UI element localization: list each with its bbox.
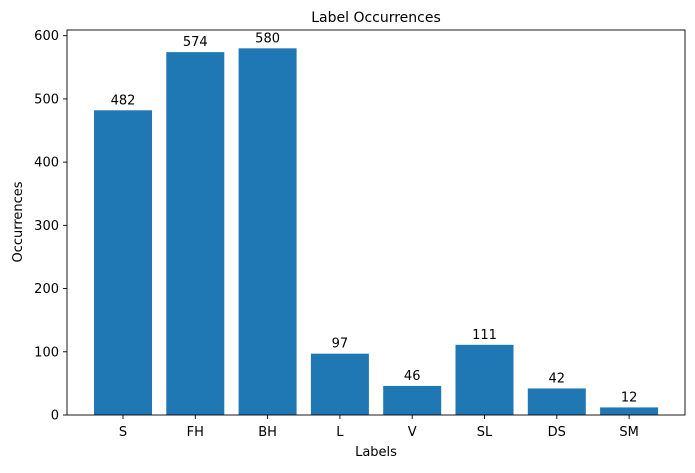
data-label-s: 482: [111, 93, 136, 108]
x-tick-label-sl: SL: [477, 425, 493, 440]
bar-s: [94, 110, 152, 415]
x-tick-label-s: S: [119, 425, 127, 440]
plot-frame: [66, 29, 686, 416]
y-axis-label: Occurrences: [11, 181, 26, 262]
y-tick-label: 500: [34, 92, 59, 107]
data-label-v: 46: [404, 369, 421, 384]
chart-title: Label Occurrences: [311, 10, 441, 26]
x-tick-label-sm: SM: [619, 425, 638, 440]
data-label-ds: 42: [549, 371, 566, 386]
x-tick-label-v: V: [408, 425, 417, 440]
bar-ds: [527, 388, 586, 415]
y-tick-label: 200: [34, 282, 59, 297]
x-tick-label-l: L: [336, 425, 344, 440]
y-axis: 0 100 200 300 400 500 600: [34, 29, 67, 424]
x-axis: S FH BH L V SL DS SM: [119, 415, 639, 440]
bar-fh: [166, 52, 225, 416]
y-tick-label: 100: [34, 345, 59, 360]
bars-layer: [94, 48, 659, 416]
bar-l: [310, 353, 369, 415]
bar-sl: [455, 344, 514, 415]
data-labels-layer: 482 574 580 97 46 111 42 12: [111, 31, 638, 405]
y-tick-label: 400: [34, 156, 59, 171]
bar-v: [383, 385, 442, 415]
y-tick-label: 300: [34, 219, 59, 234]
data-label-bh: 580: [255, 31, 280, 46]
x-axis-label: Labels: [355, 445, 397, 460]
bar-sm: [600, 407, 659, 415]
x-tick-label-bh: BH: [258, 425, 277, 440]
x-tick-label-fh: FH: [187, 425, 204, 440]
bar-bh: [238, 48, 297, 415]
data-label-sl: 111: [472, 328, 497, 343]
data-label-l: 97: [332, 337, 349, 352]
data-label-sm: 12: [621, 390, 638, 405]
x-tick-label-ds: DS: [548, 425, 566, 440]
data-label-fh: 574: [183, 35, 208, 50]
y-tick-label: 600: [34, 29, 59, 44]
y-tick-label: 0: [51, 409, 59, 424]
